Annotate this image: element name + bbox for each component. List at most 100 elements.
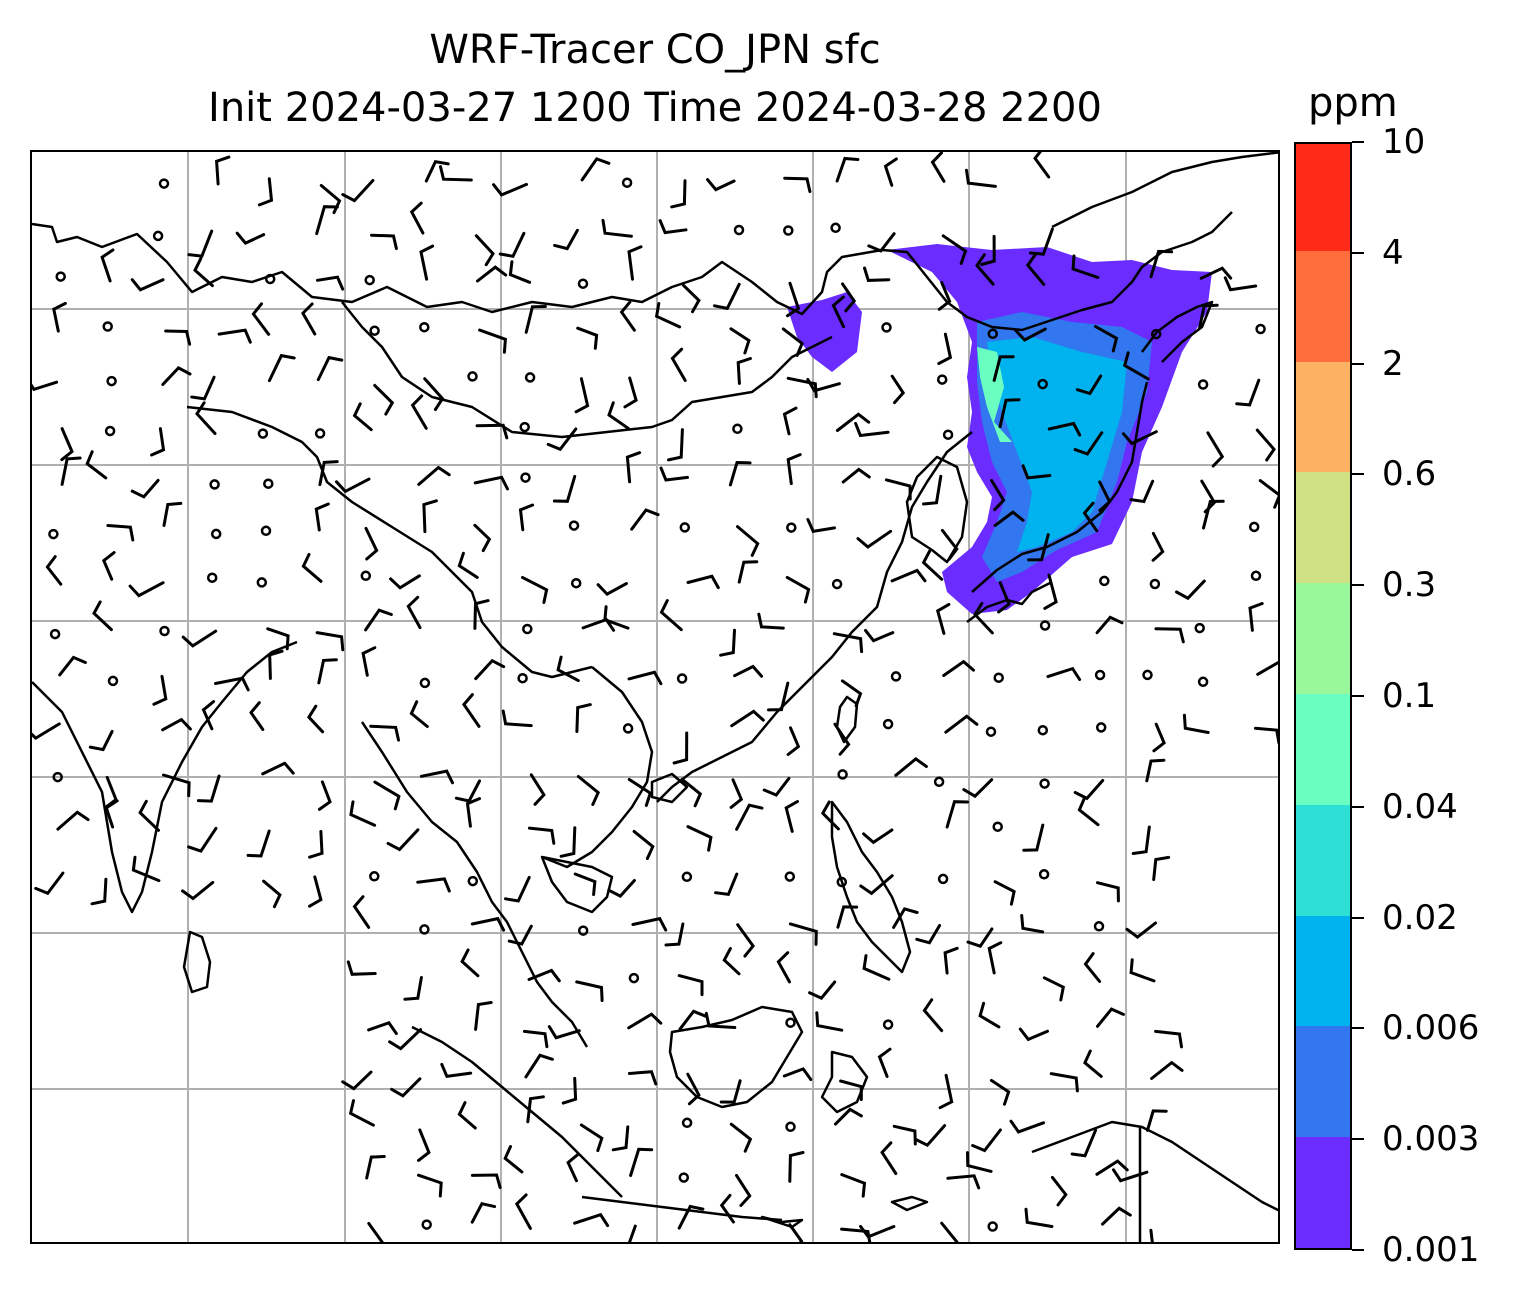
wind-barb	[364, 526, 379, 561]
wind-barb	[677, 974, 704, 997]
wind-barb	[1082, 501, 1099, 533]
wind-barb	[938, 1073, 954, 1110]
wind-barb	[1043, 573, 1058, 610]
wind-barb	[1129, 479, 1155, 504]
wind-barb	[632, 829, 655, 860]
wind-barb	[386, 828, 420, 852]
wind-barb	[736, 525, 760, 557]
wind-barb	[417, 465, 451, 486]
wind-barb	[128, 581, 165, 598]
wind-barb	[308, 830, 324, 859]
colorbar-tick	[1352, 1027, 1364, 1030]
colorbar-tick-label: 10	[1382, 122, 1426, 162]
wind-barb	[315, 205, 339, 236]
calm-marker	[1149, 578, 1161, 590]
calm-marker	[1142, 669, 1153, 681]
coastlines	[32, 152, 1278, 1242]
calm-marker	[106, 375, 117, 387]
wind-barb	[880, 1141, 898, 1175]
wind-barb	[1077, 796, 1100, 827]
wind-barb	[267, 353, 296, 383]
wind-barb	[966, 927, 994, 948]
sumatra	[411, 1025, 623, 1198]
wind-barb	[1122, 351, 1150, 381]
wind-barb	[937, 281, 952, 311]
wind-barb	[1083, 1049, 1103, 1078]
wind-barb	[106, 524, 135, 542]
calm-marker	[52, 771, 63, 783]
wind-barb	[915, 924, 942, 945]
wind-barb	[733, 664, 764, 678]
calm-marker	[830, 222, 841, 234]
calm-marker	[209, 479, 220, 490]
wind-barb	[503, 1145, 524, 1174]
wind-barb	[576, 326, 599, 350]
wind-barb	[507, 924, 533, 946]
wind-barb	[993, 880, 1016, 906]
wind-barb	[681, 283, 701, 314]
wind-barb	[474, 1001, 493, 1031]
colorbar-tick	[1352, 1249, 1364, 1251]
wind-barb	[1149, 249, 1174, 279]
calm-marker	[467, 371, 478, 382]
wind-barb	[476, 265, 508, 283]
tracer-plume-peak	[977, 347, 1012, 442]
colorbar-tick-label: 0.006	[1382, 1008, 1480, 1049]
wind-barb	[762, 776, 791, 797]
colorbar-tick	[1352, 584, 1364, 587]
indochina	[360, 721, 589, 1048]
colorbar-segment	[1296, 361, 1350, 473]
calm-marker	[784, 871, 796, 882]
calm-marker	[1248, 521, 1260, 533]
wind-barb	[575, 980, 604, 1002]
tracer-plume-west	[787, 292, 862, 372]
wind-barb	[524, 1053, 554, 1079]
wind-barb	[423, 377, 445, 411]
wind-barb	[419, 769, 454, 785]
calm-marker	[360, 570, 372, 582]
wind-barb	[514, 1193, 532, 1230]
wind-barb	[1182, 713, 1210, 734]
wind-barb	[1073, 431, 1104, 456]
wind-barb	[1129, 958, 1156, 983]
wind-barb	[526, 1095, 545, 1124]
wind-barb	[854, 421, 890, 438]
wind-barb	[1255, 428, 1276, 462]
wind-barb	[409, 201, 425, 235]
wind-barb	[262, 879, 282, 909]
wind-barb	[998, 398, 1021, 429]
wind-barb	[1101, 1206, 1132, 1226]
wind-barb	[992, 355, 1015, 382]
wind-barb	[1096, 881, 1120, 903]
calm-marker	[831, 578, 843, 590]
wind-barb	[367, 1222, 384, 1242]
wind-barb	[1154, 627, 1185, 644]
wind-barb	[314, 502, 330, 532]
wind-barb	[627, 1070, 658, 1086]
wind-barb	[973, 601, 994, 635]
wind-barb	[457, 1101, 477, 1130]
wind-barb	[783, 176, 812, 194]
calm-marker	[1037, 724, 1049, 736]
wind-barb	[1199, 266, 1233, 280]
calm-marker	[786, 522, 797, 533]
calm-marker	[467, 875, 479, 887]
calm-marker	[1250, 570, 1262, 582]
calm-marker	[419, 321, 430, 333]
wind-barb	[1202, 499, 1225, 530]
wind-barb	[1009, 1119, 1045, 1134]
colorbar-segment	[1296, 804, 1350, 916]
wind-barb	[1151, 532, 1165, 562]
wind-barb	[922, 998, 944, 1033]
wind-barb	[786, 453, 802, 486]
wind-barb	[678, 1009, 708, 1031]
wind-barb	[524, 305, 547, 334]
colorbar-segment	[1296, 915, 1350, 1027]
wind-barb	[1025, 253, 1046, 286]
calm-marker	[206, 572, 218, 583]
calm-marker	[1095, 722, 1107, 733]
wind-barb	[628, 1224, 637, 1242]
wind-barb	[406, 595, 422, 630]
wind-barb	[251, 302, 271, 336]
wind-barb	[841, 282, 857, 313]
